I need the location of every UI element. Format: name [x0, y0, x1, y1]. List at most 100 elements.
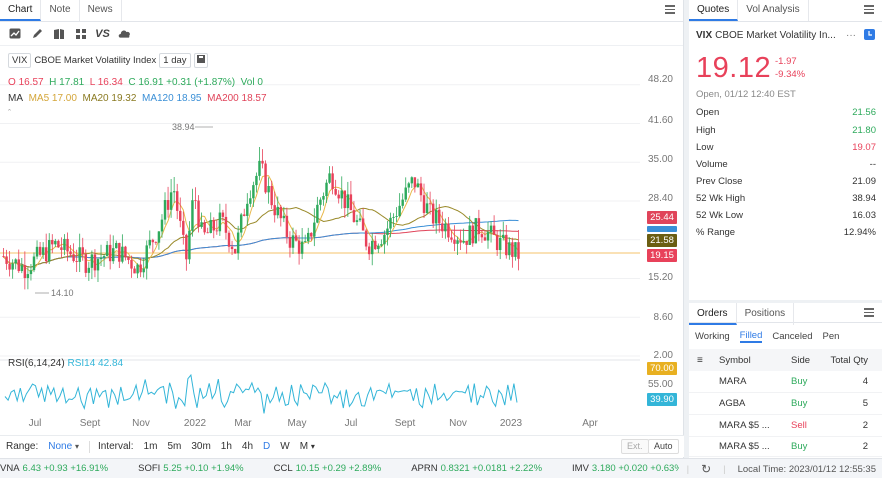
ext-button[interactable]: Ext. [621, 439, 649, 454]
filter-filled[interactable]: Filled [739, 329, 763, 343]
interval-m[interactable]: M ▾ [300, 441, 315, 452]
candle-body [419, 183, 423, 196]
quotes-panel: Quotes Vol Analysis VIX CBOE Market Volat… [689, 0, 882, 300]
candle-body [142, 268, 145, 273]
candle-body [361, 218, 365, 231]
candle-body [218, 212, 222, 232]
quote-row: Low 19.07 [696, 142, 876, 153]
x-axis-label: 2023 [500, 418, 523, 429]
interval-chip[interactable]: 1 day [159, 53, 191, 68]
candle-body [54, 240, 57, 245]
table-row[interactable]: MARA $5 ... Buy 2 [689, 437, 882, 457]
interval-1h[interactable]: 1h [220, 441, 232, 452]
table-row[interactable]: MARA Buy 4 [689, 371, 882, 393]
candle-body [81, 247, 84, 255]
tab-news[interactable]: News [80, 0, 122, 21]
tab-positions[interactable]: Positions [737, 303, 795, 325]
candle-body [154, 242, 158, 244]
menu-icon[interactable] [665, 5, 675, 15]
interval-5m[interactable]: 5m [167, 441, 182, 452]
row-qty: 4 [862, 376, 868, 387]
ticker-item[interactable]: SOFI 5.25 +0.10 +1.94% [138, 463, 243, 474]
interval-30m[interactable]: 30m [191, 441, 211, 452]
filter-canceled[interactable]: Canceled [772, 330, 813, 342]
col-symbol[interactable]: Symbol [719, 354, 751, 366]
tab-orders[interactable]: Orders [689, 303, 737, 325]
price-axis-label: 8.60 [653, 312, 673, 323]
candle-body [502, 234, 505, 238]
candle-body [172, 191, 176, 193]
column-menu-icon[interactable]: ≡ [697, 354, 703, 366]
candle-body [389, 217, 392, 229]
tab-chart[interactable]: Chart [0, 0, 42, 21]
candle-body [209, 219, 212, 233]
candle-body [364, 230, 368, 247]
candle-body [87, 267, 91, 273]
chart-type-icon[interactable] [8, 27, 21, 40]
candle-body [489, 225, 493, 233]
tab-quotes[interactable]: Quotes [689, 0, 739, 21]
filter-pending[interactable]: Pen [822, 330, 840, 342]
interval-1m[interactable]: 1m [143, 441, 158, 452]
candle-body [227, 232, 231, 247]
ticker-item[interactable]: VNA 6.43 +0.93 +16.91% [0, 463, 108, 474]
more-icon[interactable]: ··· [846, 30, 856, 41]
compare-vs-button[interactable]: VS [95, 27, 110, 40]
candle-body [41, 247, 45, 255]
indicators-icon[interactable] [74, 27, 87, 40]
candle-body [118, 243, 121, 262]
row-symbol: MARA [719, 376, 747, 387]
col-qty[interactable]: Total Qty [830, 354, 869, 366]
candle-body [410, 177, 414, 184]
collapse-chevron-icon[interactable]: ˆ [8, 108, 11, 118]
tab-note[interactable]: Note [41, 0, 80, 21]
candle-body [130, 259, 133, 269]
candle-body [224, 216, 228, 233]
interval-4h[interactable]: 4h [241, 441, 254, 452]
notes-icon[interactable] [52, 27, 65, 40]
high-label: H [49, 77, 57, 88]
menu-icon[interactable] [864, 308, 874, 318]
interval-w[interactable]: W [280, 441, 290, 452]
filter-working[interactable]: Working [695, 330, 730, 342]
clock-icon[interactable] [864, 29, 875, 40]
ticker-item[interactable]: APRN 0.8321 +0.0181 +2.22% [411, 463, 542, 474]
price-chart[interactable]: Jul Sept Nov 2022 Mar May Jul Sept Nov 2023 Apr 38.… [0, 46, 684, 435]
candle-body [72, 254, 75, 261]
candle-body [175, 191, 179, 211]
candle-body [51, 240, 54, 245]
ticker-bar: VNA 6.43 +0.93 +16.91% SOFI 5.25 +0.10 +1.… [0, 458, 882, 478]
candle-body [249, 198, 252, 204]
ma120-value: MA120 18.95 [142, 93, 202, 104]
cloud-icon[interactable] [118, 27, 131, 40]
col-side[interactable]: Side [791, 354, 811, 366]
table-row[interactable]: AGBA Buy 5 [689, 393, 882, 415]
symbol-name: CBOE Market Volatility Index [34, 55, 157, 66]
candle-body [206, 232, 209, 234]
candle-body [346, 194, 350, 209]
auto-button[interactable]: Auto [648, 439, 679, 454]
tab-vol-analysis[interactable]: Vol Analysis [738, 0, 809, 21]
interval-d[interactable]: D [263, 441, 271, 452]
range-value: None [48, 441, 73, 452]
candle-body [8, 263, 11, 270]
symbol-chip[interactable]: VIX [8, 53, 32, 68]
table-row[interactable]: MARA $5 ... Sell 2 [689, 415, 882, 437]
ticker-item[interactable]: IMV 3.180 +0.020 +0.63% [572, 463, 683, 474]
refresh-icon[interactable]: ↻ [701, 462, 712, 476]
candle-body [108, 244, 112, 262]
candle-body [151, 239, 155, 243]
ticker-item[interactable]: CCL 10.15 +0.29 +2.89% [274, 463, 382, 474]
candle-body [264, 163, 267, 193]
candle-body [340, 190, 343, 199]
quote-row-label: Volume [696, 159, 728, 170]
candle-body [99, 257, 103, 260]
range-label: Range: [6, 441, 39, 452]
draw-pencil-icon[interactable] [30, 27, 43, 40]
candle-body [60, 247, 63, 250]
menu-icon[interactable] [864, 5, 874, 15]
range-select[interactable]: None ▾ [48, 441, 79, 452]
candle-body [438, 209, 441, 224]
last-price-tag: 19.15 [647, 249, 677, 262]
save-icon[interactable] [193, 53, 208, 68]
